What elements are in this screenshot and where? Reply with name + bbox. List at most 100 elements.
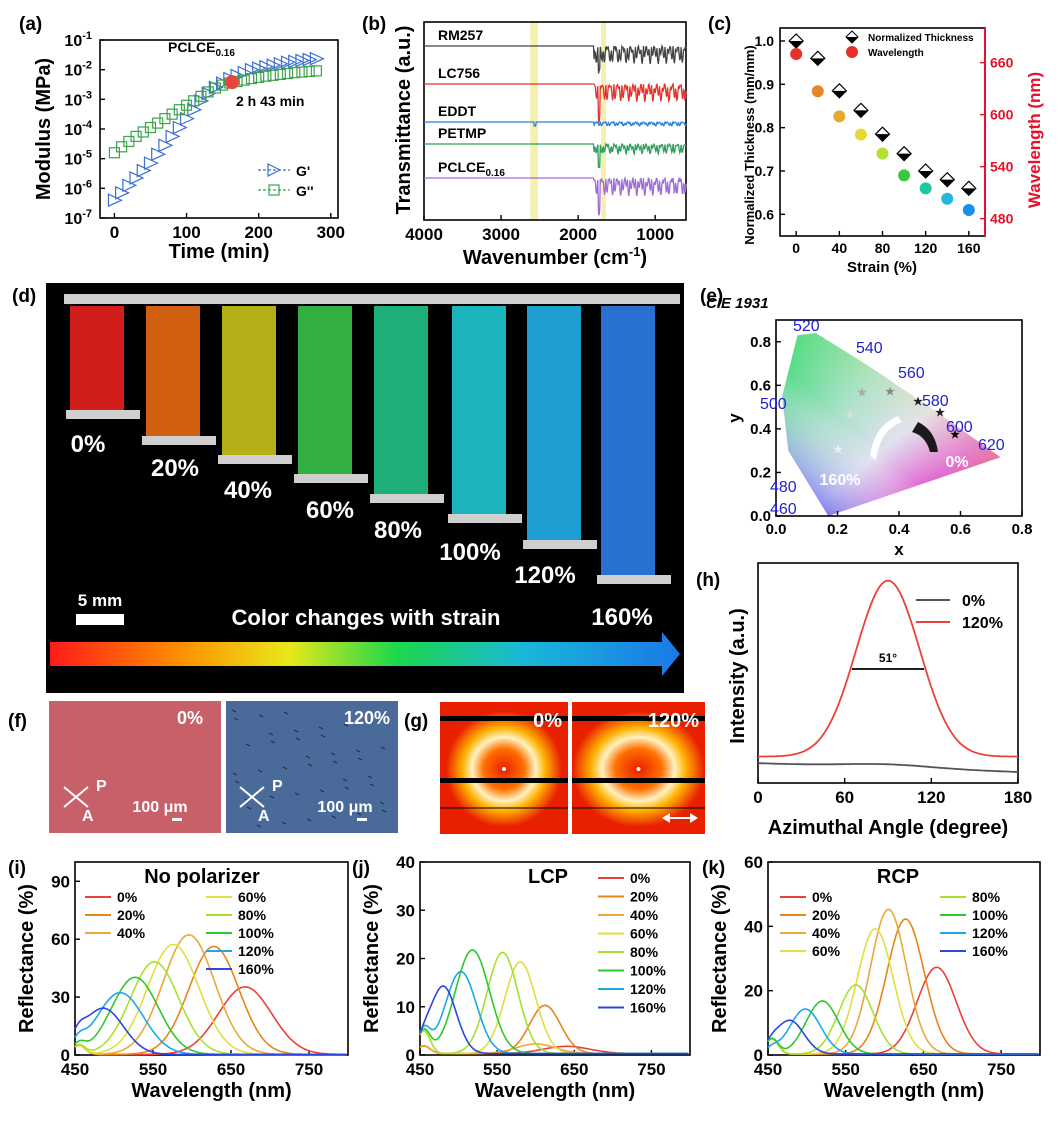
texture-mark [307,763,313,767]
sample-strip [527,306,581,540]
legend-label-wavelength: Wavelength [868,48,924,59]
wavelength-tick-label: 600 [946,419,973,436]
x-tick-label: 0.6 [950,521,971,538]
x-tick-label: 0 [110,223,119,242]
gdoubleprime-point [238,74,250,86]
y-tick-label: 0.0 [750,508,771,525]
gprime-point [136,163,152,178]
legend-label: 40% [630,907,659,923]
legend-marker-wavelength [846,46,858,58]
legend-label: 120% [962,615,1003,632]
x-tick-label: 100 [172,223,200,242]
spectrum-line [424,120,687,128]
panel-label-g: (g) [404,711,428,732]
y-tick-label: 0.6 [755,206,775,222]
y-tick-label: 30 [396,901,415,920]
panel-k-xlabel: Wavelength (nm) [824,1080,984,1102]
y-tick-exp: -7 [82,208,92,220]
thickness-point-fill [918,171,933,178]
xlabel-end: ) [640,247,647,269]
panel-label-b: (b) [362,14,386,35]
y-tick-label: 10-2 [64,60,92,80]
analyzer-arrow [63,786,89,808]
highlight-band [530,22,539,220]
panel-a-title: PCLCE0.16 [168,39,235,59]
thickness-point-fill [940,179,955,187]
y-tick-label: 0 [406,1046,415,1065]
texture-mark [295,737,301,741]
x-tick-label: 0.8 [1012,521,1033,538]
strain-label: 40% [224,477,272,504]
panel-c-ylabel2: Wavelength (nm) [1025,72,1044,208]
gprime-point [179,111,195,126]
x-tick-label: 750 [637,1060,665,1079]
wavelength-tick-label: 560 [898,365,925,382]
panel-i-ylabel: Reflectance (%) [16,884,38,1033]
x-tick-label: 550 [483,1060,511,1079]
wavelength-tick-label: 580 [922,393,949,410]
top-clamp [64,294,680,304]
x-tick-label: 450 [754,1060,782,1079]
x-tick-label: 2000 [559,225,597,244]
legend-label-gp: G' [296,163,310,179]
panel-c-ylabel: Normalized Thickness (mm/mm) [742,45,757,244]
x-tick-label: 0 [753,788,762,807]
y2-tick-label: 660 [990,55,1014,71]
gprime-point [172,120,188,135]
texture-mark [379,801,385,805]
thickness-point-fill [875,134,890,142]
gprime-point [288,54,304,69]
y-tick-label: 10-4 [64,119,92,139]
sample-strip [298,306,352,474]
legend-marker-gp [267,163,282,177]
panel-i-title: No polarizer [144,866,260,888]
strain-label: 160% [591,604,652,631]
gprime-point [273,56,289,71]
gprime-point [259,59,275,74]
x-tick-label: 650 [217,1060,245,1079]
legend-label: 160% [972,943,1008,959]
x-tick-label: 450 [406,1060,434,1079]
panel-e-ylabel: y [725,413,744,423]
texture-mark [357,757,363,761]
texture-mark [270,740,276,744]
x-tick-label: 160 [957,240,981,256]
gprime-point [244,62,260,77]
y-tick-label: 0.4 [750,421,772,438]
y-tick-label: 10 [396,998,415,1017]
texture-mark [233,717,239,721]
texture-mark [306,818,312,822]
y-tick-label: 40 [744,917,763,936]
texture-mark [281,821,287,825]
y-tick-label: 0.2 [750,464,771,481]
x-tick-label: 450 [61,1060,89,1079]
strain-arrow-light [870,416,902,460]
thickness-point-fill [853,110,868,118]
thickness-point-fill [810,58,825,66]
y-tick-label: 90 [51,872,70,891]
panel-c-xlabel: Strain (%) [847,259,917,276]
y-tick-exp: -2 [82,60,92,72]
panel-label-c: (c) [708,14,731,35]
waxs-label: 0% [533,710,562,732]
reflectance-curve [74,960,347,1056]
gprime-point [194,93,210,108]
y-tick-label: 0.6 [750,377,771,394]
y-tick-exp: -4 [82,119,93,131]
spectrum-line [424,142,687,169]
panel-j-xlabel: Wavelength (nm) [475,1080,635,1102]
wavelength-tick-label: 620 [978,437,1005,454]
panel-label-f: (f) [8,711,27,732]
gprime-point [115,185,131,200]
wavelength-point [811,85,824,98]
y-tick-exp: -6 [82,178,92,190]
detector-gap [572,716,705,721]
reflectance-curve [74,986,347,1056]
gdoubleprime-point [267,69,279,81]
wavelength-point [833,110,846,123]
legend-label: 80% [972,889,1001,905]
strain-label: 80% [374,517,422,544]
panel-label-h: (h) [696,570,720,591]
gel-point-marker [224,75,239,90]
panel-e-xlabel: x [894,540,904,559]
